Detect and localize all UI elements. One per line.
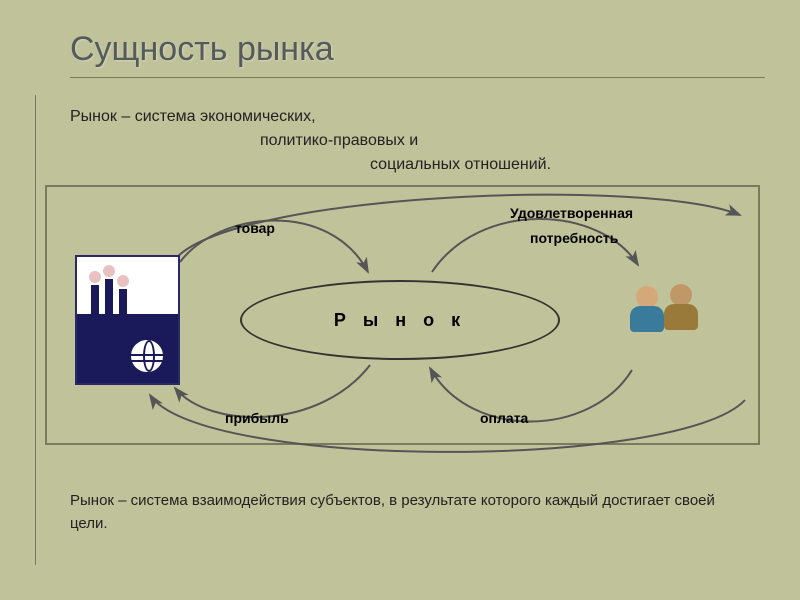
footer-definition: Рынок – система взаимодействия субъектов… <box>70 490 740 535</box>
globe-icon <box>128 337 166 375</box>
intro-line-2: политико-правовых и <box>260 132 418 150</box>
market-label: Р ы н о к <box>334 310 466 331</box>
left-rule <box>35 95 36 565</box>
people-icon <box>630 280 705 345</box>
label-oplata: оплата <box>480 410 528 426</box>
market-ellipse: Р ы н о к <box>240 280 560 360</box>
intro-line-3: социальных отношений. <box>370 156 551 174</box>
label-tovar: товар <box>235 220 275 236</box>
factory-icon <box>75 255 180 385</box>
page-title: Сущность рынка <box>70 30 765 69</box>
intro-line-1: Рынок – система экономических, <box>70 108 316 126</box>
label-potrebnost-2: потребность <box>530 230 618 246</box>
label-pribyl: прибыль <box>225 410 289 426</box>
title-container: Сущность рынка <box>70 30 765 78</box>
label-potrebnost-1: Удовлетворенная <box>510 205 633 221</box>
